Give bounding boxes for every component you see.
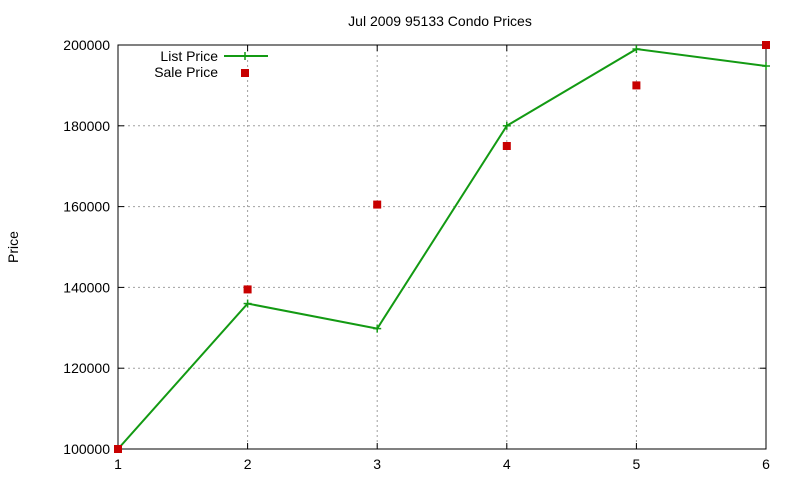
- legend-swatch-marker: [241, 69, 249, 77]
- x-tick-label: 3: [373, 456, 381, 472]
- y-tick-label: 140000: [63, 279, 110, 295]
- y-tick-label: 200000: [63, 37, 110, 53]
- x-tick-label: 5: [633, 456, 641, 472]
- x-tick-label: 1: [114, 456, 122, 472]
- y-tick-label: 160000: [63, 199, 110, 215]
- y-axis-label: Price: [5, 231, 21, 263]
- y-tick-label: 120000: [63, 360, 110, 376]
- legend-item: Sale Price: [154, 64, 249, 80]
- y-tick-label: 180000: [63, 118, 110, 134]
- data-point-sale-price: [762, 41, 770, 49]
- chart-title: Jul 2009 95133 Condo Prices: [348, 13, 532, 29]
- legend-item: List Price: [160, 48, 268, 64]
- data-point-list-price: [762, 62, 770, 71]
- series-line-list-price: [117, 48, 767, 450]
- data-point-sale-price: [373, 200, 382, 209]
- legend-label: List Price: [160, 48, 218, 64]
- data-point-list-price: [243, 299, 252, 308]
- data-point-sale-price: [502, 142, 511, 150]
- plot-area-frame: [117, 44, 767, 450]
- data-point-sale-price: [114, 445, 122, 453]
- x-tick-label: 2: [244, 456, 252, 472]
- x-tick-label: 6: [762, 456, 770, 472]
- series-marks: [114, 41, 770, 453]
- legend-label: Sale Price: [154, 64, 218, 80]
- y-tick-label: 100000: [63, 441, 110, 457]
- data-point-sale-price: [632, 81, 641, 90]
- data-point-sale-price: [243, 285, 252, 294]
- data-point-list-price: [632, 45, 641, 54]
- axis-ticks: 1 2 3 4 5 6 100000 120000 140000 160000 180000 2000…: [63, 37, 770, 472]
- grid-lines: [118, 45, 766, 449]
- data-point-list-price: [373, 324, 382, 333]
- data-point-list-price: [502, 121, 511, 130]
- x-tick-label: 4: [503, 456, 511, 472]
